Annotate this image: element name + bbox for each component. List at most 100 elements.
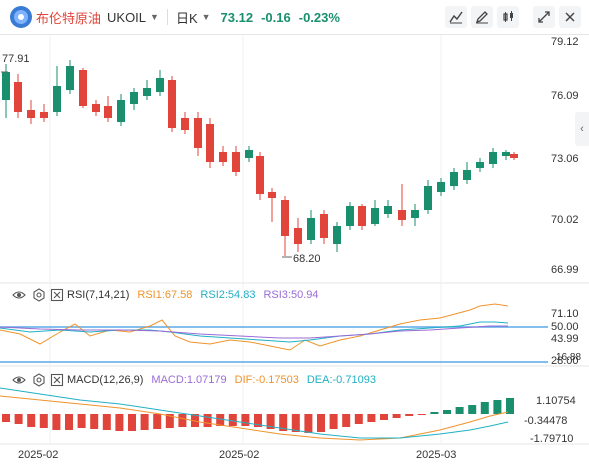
macd-bar [102, 414, 111, 430]
macd-bar [39, 414, 48, 428]
macd-bar [367, 414, 376, 422]
chart-indicator-icon [449, 11, 463, 24]
macd-bar [266, 414, 275, 429]
rsi2-line [0, 321, 509, 343]
rsi-header: RSI(7,14,21) RSI1:67.58 RSI2:54.83 RSI3:… [0, 286, 319, 304]
macd-bar [52, 414, 61, 430]
candle-body [371, 208, 379, 224]
macd-axis-label: -0.34478 [524, 415, 568, 427]
macd-bar [279, 414, 288, 431]
candle-body [2, 72, 10, 100]
rsi3-value: RSI3:50.94 [263, 289, 319, 301]
candle-body [358, 206, 366, 226]
close-box-icon[interactable] [50, 288, 64, 302]
close-icon [565, 12, 575, 22]
eye-icon[interactable] [12, 288, 26, 302]
macd-bar [153, 414, 162, 429]
settings-icon[interactable] [32, 373, 46, 387]
price-axis-label: 73.06 [551, 153, 579, 165]
settings-icon[interactable] [32, 288, 46, 302]
candle-body [156, 78, 164, 92]
candle-body [117, 100, 125, 122]
candle-body [92, 104, 100, 112]
candle-body [206, 124, 214, 162]
fullscreen-button[interactable] [533, 6, 555, 28]
macd-bar [2, 414, 10, 422]
candlestick-series [2, 60, 518, 256]
candle-body [194, 118, 202, 148]
macd-bar [228, 414, 237, 426]
close-button[interactable] [559, 6, 581, 28]
macd-bar [380, 414, 388, 420]
candlestick-icon [503, 11, 513, 22]
rsi2-value: RSI2:54.83 [200, 289, 256, 301]
dif-value: DIF:-0.17503 [234, 374, 299, 386]
macd-bar [90, 414, 99, 429]
candle-body [104, 106, 112, 118]
macd-bar [241, 414, 250, 426]
rsi3-line [0, 325, 508, 339]
candle-body [476, 162, 484, 168]
macd-bar [342, 414, 351, 427]
candle-body [489, 152, 497, 164]
period-low-label: 68.20 [293, 253, 321, 265]
time-axis-label: 2025-02 [18, 449, 59, 461]
candle-body [168, 80, 176, 128]
candle-body [450, 172, 458, 186]
macd-bar [14, 414, 23, 424]
dea-line [0, 387, 509, 439]
period-high-label: 77.91 [2, 53, 30, 65]
macd-label: MACD(12,26,9) [67, 374, 144, 386]
macd-bar [455, 407, 464, 414]
price-axis-label: 79.12 [551, 36, 579, 48]
collapse-panel-button[interactable]: ‹ [575, 112, 589, 146]
candle-body [181, 118, 189, 130]
macd-bar [203, 414, 212, 427]
macd-axis-label: -1.79710 [530, 433, 574, 445]
commodity-logo-icon [10, 6, 32, 28]
candle-body [53, 86, 61, 112]
chevron-down-icon[interactable]: ▼ [150, 12, 159, 22]
draw-tool-button[interactable] [471, 6, 493, 28]
instrument-name: 布伦特原油 [36, 10, 102, 26]
price-axis-label: 76.09 [551, 90, 579, 102]
candle-body [27, 110, 35, 118]
macd-bar [417, 414, 426, 415]
last-price: 73.12 [220, 9, 254, 25]
candle-body [333, 226, 341, 244]
candle-body [437, 182, 445, 192]
candle-body [256, 156, 264, 194]
candle-body [320, 214, 328, 238]
header-bar: 布伦特原油 UKOIL ▼ 日K ▼ 73.12 -0.16 -0.23% [0, 0, 589, 35]
candle-body [294, 228, 302, 244]
candle-body [40, 112, 48, 118]
candle-body [307, 218, 315, 240]
close-box-icon[interactable] [50, 373, 64, 387]
macd-bar [216, 414, 225, 426]
indicator-chart-button[interactable] [445, 6, 467, 28]
chevron-left-icon: ‹ [580, 123, 584, 135]
macd-bar [405, 414, 414, 416]
dea-value: DEA:-0.71093 [306, 374, 376, 386]
candle-body [66, 66, 74, 90]
rsi-series [0, 303, 509, 351]
period-selector[interactable]: 日K [175, 10, 198, 26]
symbol-selector[interactable]: UKOIL [107, 9, 147, 25]
candle-style-button[interactable] [497, 6, 519, 28]
rsi-axis-label: 28.00 [551, 355, 579, 367]
macd-bar [27, 414, 36, 427]
macd-lines [0, 387, 509, 441]
price-axis-label: 70.02 [551, 214, 579, 226]
macd-histogram [2, 398, 514, 433]
candle-body [130, 92, 138, 104]
chevron-down-icon[interactable]: ▼ [201, 12, 211, 22]
macd-axis-label: 1.10754 [536, 395, 576, 407]
candle-body [14, 82, 22, 112]
candle-body [411, 210, 419, 218]
eye-icon[interactable] [12, 373, 26, 387]
candle-body [384, 206, 392, 214]
rsi-axis-label: 50.00 [551, 321, 579, 333]
candle-body [424, 186, 432, 210]
candle-body [268, 192, 276, 198]
